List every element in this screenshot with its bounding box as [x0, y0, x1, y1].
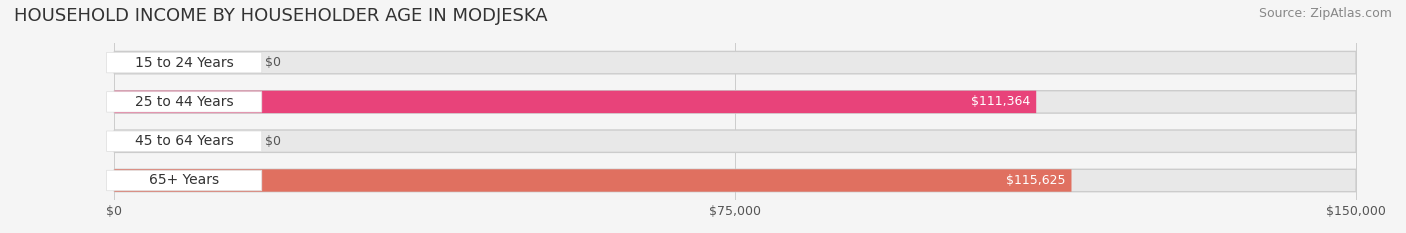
FancyBboxPatch shape	[107, 131, 262, 151]
Text: 65+ Years: 65+ Years	[149, 174, 219, 188]
FancyBboxPatch shape	[114, 91, 1355, 113]
Text: 25 to 44 Years: 25 to 44 Years	[135, 95, 233, 109]
Text: $0: $0	[264, 135, 281, 148]
FancyBboxPatch shape	[107, 170, 262, 191]
FancyBboxPatch shape	[107, 52, 262, 73]
Text: 15 to 24 Years: 15 to 24 Years	[135, 56, 233, 70]
Text: Source: ZipAtlas.com: Source: ZipAtlas.com	[1258, 7, 1392, 20]
FancyBboxPatch shape	[114, 130, 1355, 152]
FancyBboxPatch shape	[114, 169, 1355, 192]
FancyBboxPatch shape	[114, 51, 1355, 74]
Text: 45 to 64 Years: 45 to 64 Years	[135, 134, 233, 148]
FancyBboxPatch shape	[107, 92, 262, 112]
FancyBboxPatch shape	[114, 91, 1036, 113]
FancyBboxPatch shape	[114, 169, 1071, 192]
Text: $115,625: $115,625	[1005, 174, 1066, 187]
Text: HOUSEHOLD INCOME BY HOUSEHOLDER AGE IN MODJESKA: HOUSEHOLD INCOME BY HOUSEHOLDER AGE IN M…	[14, 7, 548, 25]
Text: $0: $0	[264, 56, 281, 69]
Text: $111,364: $111,364	[970, 95, 1031, 108]
